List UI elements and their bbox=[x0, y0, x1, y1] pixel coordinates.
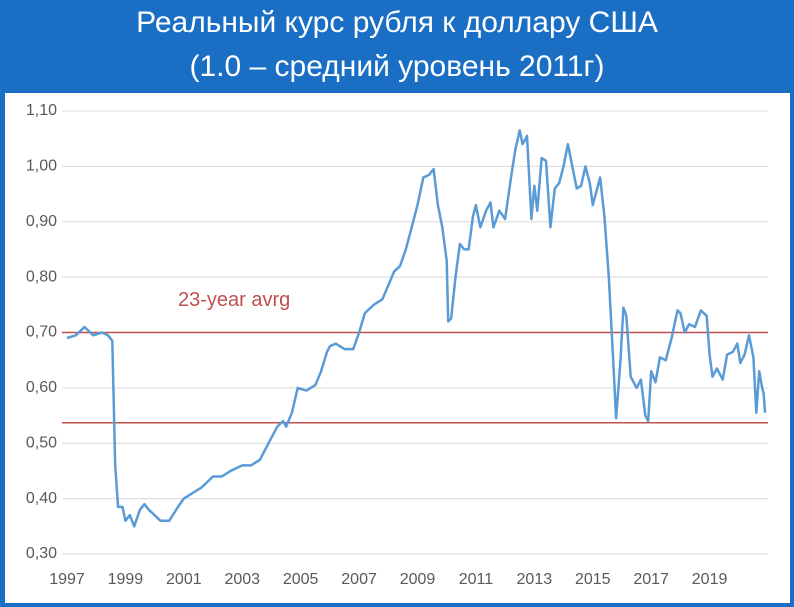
x-tick-label: 2013 bbox=[517, 571, 553, 588]
chart-title: Реальный курс рубля к доллару США bbox=[136, 6, 658, 39]
line-series bbox=[66, 129, 767, 528]
x-tick-label: 2011 bbox=[459, 571, 494, 588]
y-tick-label: 0,60 bbox=[26, 379, 57, 396]
plot-background bbox=[5, 93, 790, 603]
x-tick-label: 2003 bbox=[224, 571, 260, 588]
y-tick-label: 0,80 bbox=[26, 268, 57, 285]
x-tick-label: 2017 bbox=[633, 571, 669, 588]
x-tick-label: 1997 bbox=[49, 571, 85, 588]
y-tick-label: 0,40 bbox=[26, 490, 57, 507]
y-tick-label: 0,90 bbox=[26, 213, 57, 230]
y-tick-label: 1,10 bbox=[26, 102, 57, 119]
x-tick-label: 2009 bbox=[400, 571, 436, 588]
annotation: 23-year avrg bbox=[178, 289, 290, 311]
y-tick-label: 1,00 bbox=[26, 158, 57, 175]
x-tick-label: 2015 bbox=[575, 571, 611, 588]
x-tick-label: 1999 bbox=[108, 571, 144, 588]
y-tick-label: 0,70 bbox=[26, 324, 57, 341]
y-tick-label: 0,50 bbox=[26, 434, 57, 451]
y-tick-label: 0,30 bbox=[26, 545, 57, 562]
x-tick-label: 2001 bbox=[166, 571, 202, 588]
chart-subtitle: (1.0 – средний уровень 2011г) bbox=[190, 50, 605, 83]
x-tick-label: 2007 bbox=[341, 571, 377, 588]
x-tick-label: 2019 bbox=[692, 571, 728, 588]
x-tick-label: 2005 bbox=[283, 571, 319, 588]
